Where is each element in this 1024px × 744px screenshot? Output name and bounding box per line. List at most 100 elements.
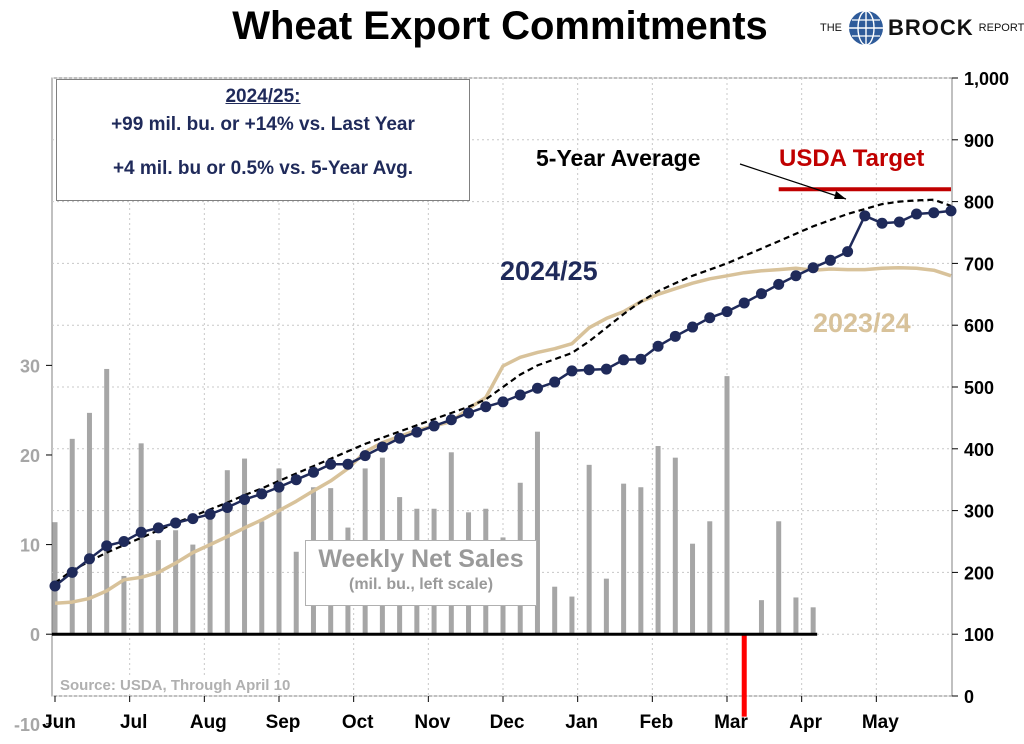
right-tick-label: 400 [964, 440, 994, 460]
weekly-sales-bar [259, 521, 265, 635]
x-tick-label: Dec [490, 712, 525, 733]
weekly-sales-bar [293, 551, 299, 635]
series-2024-25-point [101, 540, 113, 552]
weekly-sales-bar [603, 578, 609, 635]
right-tick-label: 700 [964, 254, 994, 274]
series-2024-25-point [66, 566, 78, 578]
series-2024-25-point [893, 216, 905, 228]
series-2024-25-point [394, 432, 406, 444]
label-2023-24: 2023/24 [813, 308, 911, 338]
series-2024-25-point [428, 420, 440, 432]
right-tick-label: 0 [964, 687, 974, 707]
x-tick-label: Feb [639, 712, 673, 733]
series-2024-25-point [704, 312, 716, 324]
series-2024-25-point [204, 508, 216, 520]
series-2024-25-point [859, 210, 871, 222]
series-2024-25-point [514, 389, 526, 401]
weekly-sales-bar [207, 515, 213, 635]
left-tick-label: -10 [14, 715, 40, 735]
series-2024-25-point [842, 246, 854, 258]
right-tick-label: 500 [964, 378, 994, 398]
series-2024-25-point [187, 513, 199, 525]
weekly-sales-bar [552, 586, 558, 635]
series-2024-25-point [566, 365, 578, 377]
series-2024-25-point [118, 536, 130, 547]
series-2024-25-point [376, 441, 388, 453]
series-2024-25-point [411, 426, 423, 438]
series-2024-25-point [755, 288, 767, 300]
summary-vs-last-year: +99 mil. bu. or +14% vs. Last Year [111, 114, 415, 135]
weekly-sales-bar [86, 412, 92, 635]
series-2024-25-point [83, 553, 95, 565]
weekly-sales-bar [276, 468, 282, 635]
series-2024-25-point [600, 363, 612, 375]
weekly-sales-bar [638, 487, 644, 635]
x-tick-label: May [862, 712, 899, 733]
series-2024-25-point [49, 580, 61, 592]
series-2024-25-point [773, 278, 785, 290]
logo-report: REPORT [978, 22, 1024, 34]
weekly-sales-bar [69, 438, 75, 635]
series-2024-25-point [687, 321, 699, 333]
right-tick-label: 800 [964, 193, 994, 213]
series-2024-25-point [445, 414, 457, 426]
chart-title: Wheat Export Commitments [232, 4, 768, 48]
x-tick-label: Oct [342, 712, 374, 733]
left-tick-label: 30 [20, 356, 40, 376]
series-2024-25-point [635, 353, 647, 365]
brock-report-logo: THE BROCK REPORT [820, 10, 1024, 46]
series-2024-25-point [531, 382, 543, 394]
series-2024-25-point [669, 330, 681, 342]
series-2024-25-point [170, 517, 182, 529]
weekly-sales-bar [724, 376, 730, 635]
label-2024-25: 2024/25 [500, 256, 598, 286]
series-2024-25-point [807, 262, 819, 274]
right-tick-label: 900 [964, 131, 994, 151]
series-2024-25-point [239, 493, 251, 505]
right-tick-label: 300 [964, 502, 994, 522]
weekly-sales-bar [810, 607, 816, 635]
weekly-sales-bar [224, 470, 230, 635]
series-lines [49, 163, 957, 606]
series-2024-25-point [135, 526, 147, 538]
series-2024-25-point [549, 376, 561, 388]
left-tick-label: 10 [20, 536, 40, 556]
left-tick-label: 20 [20, 446, 40, 466]
series-2024-25-point [152, 522, 164, 534]
series-2024-25-point [738, 297, 750, 309]
avg-annotation-arrowhead [834, 191, 846, 199]
weekly-sales-bar [173, 530, 179, 635]
weekly-net-sales-subtitle: (mil. bu., left scale) [348, 576, 494, 593]
weekly-sales-bar [758, 600, 764, 635]
x-tick-label: Mar [714, 712, 748, 733]
x-tick-label: Apr [789, 712, 822, 733]
summary-year: 2024/25: [225, 86, 301, 107]
series-2024-25-point [480, 401, 492, 413]
series-2024-25-point [342, 458, 354, 470]
weekly-sales-bar [121, 575, 127, 635]
series-2023-24-line [54, 265, 952, 606]
x-tick-label: Aug [190, 712, 227, 733]
label-usda-target: USDA Target [779, 145, 925, 172]
series-2024-25-point [876, 217, 888, 229]
weekly-sales-bar [52, 522, 58, 635]
x-tick-label: Sep [266, 712, 301, 733]
weekly-sales-bar [569, 596, 575, 635]
series-2024-25-point [928, 207, 940, 219]
x-tick-label: Nov [414, 712, 450, 733]
weekly-net-sales-label-box: Weekly Net Sales (mil. bu., left scale) [305, 540, 537, 606]
x-tick-label: Jun [42, 712, 76, 733]
avg-annotation-arrow [739, 163, 847, 200]
series-2024-25-point [359, 450, 371, 462]
weekly-sales-bar [242, 458, 248, 635]
right-tick-label: 600 [964, 316, 994, 336]
x-tick-label: Jul [120, 712, 147, 733]
weekly-sales-bar [672, 457, 678, 635]
series-2024-25-point [583, 364, 595, 376]
weekly-sales-bar [155, 540, 161, 635]
series-5yr-average-line [54, 198, 952, 584]
weekly-sales-bar [741, 634, 747, 717]
series-2024-25-point [618, 354, 630, 366]
series-2024-25-point [790, 270, 802, 282]
weekly-sales-bar [534, 431, 540, 635]
